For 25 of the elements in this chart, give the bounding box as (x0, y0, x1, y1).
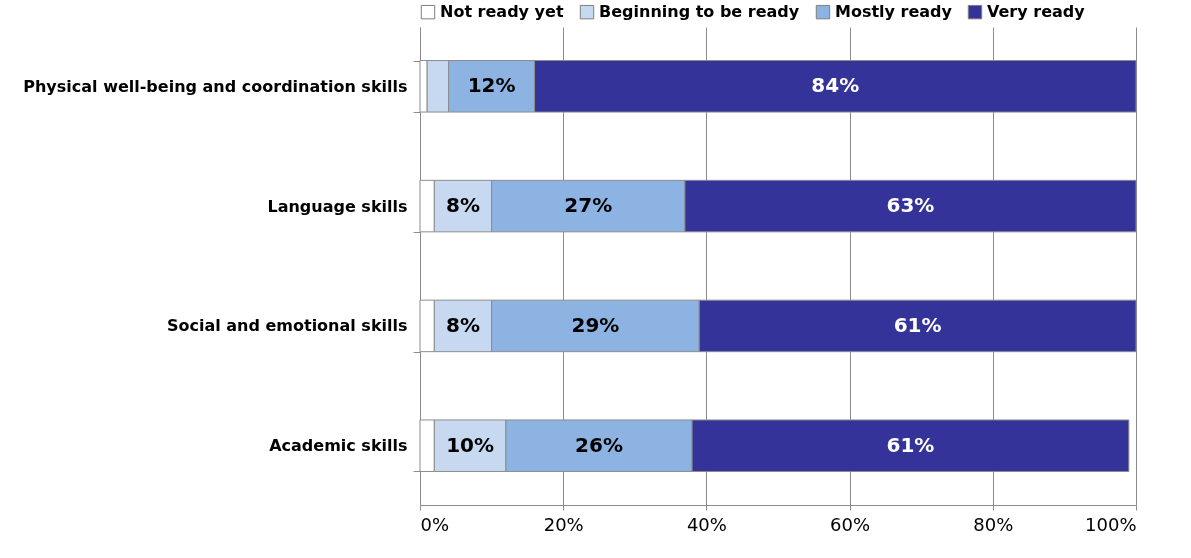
data-label: 29% (571, 312, 620, 337)
y-tick-label: Social and emotional skills (166, 316, 408, 336)
data-label: 8% (445, 193, 480, 218)
x-tick-label: 100% (1085, 513, 1137, 535)
legend-label: Not ready yet (440, 2, 564, 22)
y-tick-label: Language skills (267, 196, 408, 216)
data-label: 10% (446, 432, 495, 457)
legend-label: Very ready (987, 2, 1086, 22)
x-tick-label: 60% (830, 513, 871, 535)
legend-label: Beginning to be ready (599, 2, 800, 22)
data-label: 61% (886, 432, 935, 457)
data-label: 63% (886, 193, 935, 218)
data-label: 61% (893, 312, 942, 337)
y-tick-label: Physical well-being and coordination skills (23, 76, 408, 96)
x-tick-label: 40% (686, 513, 727, 535)
data-label: 27% (564, 193, 613, 218)
legend-label: Mostly ready (835, 2, 953, 22)
y-tick-label: Academic skills (269, 436, 408, 456)
data-label: 12% (467, 73, 516, 98)
data-label: 8% (445, 312, 480, 337)
x-tick-label: 80% (973, 513, 1014, 535)
x-tick-label: 20% (543, 513, 584, 535)
data-label: 84% (811, 73, 860, 98)
data-label: 26% (575, 432, 623, 457)
x-tick-label: 0% (420, 513, 450, 535)
